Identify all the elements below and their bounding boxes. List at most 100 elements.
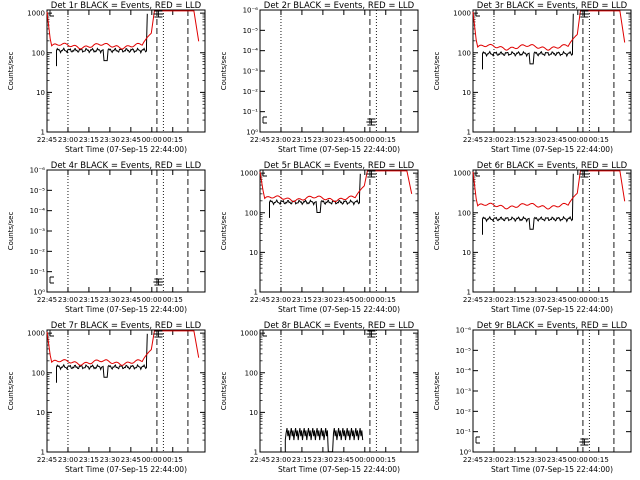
y-tick-label: 10⁰ — [246, 129, 258, 137]
panel-det-7r: Det 7r BLACK = Events, RED = LLD Counts/s… — [0, 320, 213, 480]
x-tick-label: 23:45 — [547, 456, 567, 464]
y-tick-label: 1 — [41, 449, 45, 457]
chart-title: Det 1r BLACK = Events, RED = LLD — [51, 1, 202, 11]
panel-det-2r: Det 2r BLACK = Events, RED = LLD Counts/s… — [213, 0, 426, 160]
x-tick-label: 22:45 — [463, 456, 483, 464]
plot-frame — [472, 9, 632, 133]
edge-glyph — [49, 9, 54, 17]
y-tick-label: 1 — [254, 289, 258, 297]
x-tick-label: 23:30 — [526, 456, 546, 464]
x-tick-label: 22:45 — [37, 136, 57, 144]
x-tick-label: 00:15 — [589, 136, 609, 144]
series-black — [269, 173, 361, 218]
x-axis-label: Start Time (07-Sep-15 22:44:00) — [65, 305, 187, 314]
y-tick-label: 1 — [467, 129, 471, 137]
y-tick-label: 10⁻⁶ — [30, 167, 46, 175]
chart-det-5r: Det 5r BLACK = Events, RED = LLD Counts/s… — [220, 161, 419, 314]
chart-det-3r: Det 3r BLACK = Events, RED = LLD Counts/s… — [433, 1, 632, 154]
error-bar-glyph — [579, 170, 590, 178]
chart-det-9r: Det 9r BLACK = Events, RED = LLD Counts/s… — [433, 321, 632, 474]
x-tick-label: 23:15 — [79, 296, 99, 304]
y-tick-label: 1000 — [453, 10, 471, 18]
panel-det-9r: Det 9r BLACK = Events, RED = LLD Counts/s… — [426, 320, 639, 480]
x-tick-label: 23:45 — [547, 296, 567, 304]
y-axis-label: Counts/sec — [220, 52, 228, 91]
x-tick-label: 23:45 — [121, 296, 141, 304]
chart-title: Det 8r BLACK = Events, RED = LLD — [264, 321, 415, 331]
x-tick-label: 23:30 — [526, 296, 546, 304]
x-tick-label: 00:00 — [142, 136, 162, 144]
y-tick-label: 100 — [32, 369, 45, 377]
y-tick-label: 100 — [245, 369, 258, 377]
x-tick-label: 00:00 — [142, 456, 162, 464]
series-black — [56, 13, 148, 67]
x-axis-label: Start Time (07-Sep-15 22:44:00) — [65, 145, 187, 154]
error-bar-glyph — [153, 10, 164, 18]
x-axis-label: Start Time (07-Sep-15 22:44:00) — [65, 465, 187, 474]
x-tick-label: 23:45 — [334, 456, 354, 464]
series-red — [46, 330, 200, 366]
y-axis-label: Counts/sec — [7, 372, 15, 411]
x-tick-label: 23:00 — [484, 136, 504, 144]
panel-det-1r: Det 1r BLACK = Events, RED = LLD Counts/s… — [0, 0, 213, 160]
x-tick-label: 23:00 — [484, 456, 504, 464]
x-tick-label: 23:00 — [58, 456, 78, 464]
x-tick-label: 23:00 — [484, 296, 504, 304]
chart-title: Det 2r BLACK = Events, RED = LLD — [264, 1, 415, 11]
x-tick-label: 23:45 — [121, 456, 141, 464]
y-tick-label: 10⁻⁴ — [30, 207, 46, 215]
chart-title: Det 7r BLACK = Events, RED = LLD — [51, 321, 202, 331]
x-tick-label: 23:15 — [505, 296, 525, 304]
plot-frame — [259, 9, 419, 133]
error-bar-glyph — [153, 278, 164, 286]
x-tick-label: 22:45 — [37, 456, 57, 464]
y-tick-label: 100 — [458, 209, 471, 217]
panel-det-8r: Det 8r BLACK = Events, RED = LLD Counts/s… — [213, 320, 426, 480]
y-tick-label: 10⁻³ — [243, 68, 259, 76]
chart-title: Det 6r BLACK = Events, RED = LLD — [477, 161, 628, 171]
chart-title: Det 5r BLACK = Events, RED = LLD — [264, 161, 415, 171]
x-axis-label: Start Time (07-Sep-15 22:44:00) — [491, 465, 613, 474]
x-tick-label: 23:00 — [271, 136, 291, 144]
error-bar-glyph — [366, 170, 377, 178]
plot-frame — [259, 329, 419, 453]
chart-title: Det 9r BLACK = Events, RED = LLD — [477, 321, 628, 331]
x-tick-label: 00:00 — [355, 296, 375, 304]
y-tick-label: 1 — [41, 129, 45, 137]
x-tick-label: 00:00 — [355, 136, 375, 144]
x-axis-label: Start Time (07-Sep-15 22:44:00) — [278, 465, 400, 474]
y-axis-label: Counts/sec — [433, 372, 441, 411]
y-tick-label: 10 — [462, 249, 471, 257]
y-tick-label: 1000 — [240, 330, 258, 338]
x-tick-label: 00:15 — [589, 456, 609, 464]
y-tick-label: 1000 — [27, 10, 45, 18]
x-tick-label: 00:15 — [376, 136, 396, 144]
y-tick-label: 10 — [36, 409, 45, 417]
x-tick-label: 23:00 — [271, 296, 291, 304]
chart-title: Det 3r BLACK = Events, RED = LLD — [477, 1, 628, 11]
y-tick-label: 10⁻¹ — [456, 428, 472, 436]
chart-det-8r: Det 8r BLACK = Events, RED = LLD Counts/s… — [220, 321, 419, 474]
y-tick-label: 10⁻² — [456, 408, 472, 416]
error-bar-glyph — [366, 118, 377, 126]
y-tick-label: 10⁻⁵ — [243, 27, 259, 35]
y-tick-label: 1 — [254, 449, 258, 457]
x-tick-label: 23:15 — [79, 456, 99, 464]
series-red — [472, 10, 626, 51]
error-bar-glyph — [366, 330, 377, 338]
edge-glyph — [262, 329, 267, 337]
x-tick-label: 23:15 — [505, 456, 525, 464]
x-axis-label: Start Time (07-Sep-15 22:44:00) — [491, 305, 613, 314]
chart-title: Det 4r BLACK = Events, RED = LLD — [51, 161, 202, 171]
x-axis-label: Start Time (07-Sep-15 22:44:00) — [278, 145, 400, 154]
x-tick-label: 23:15 — [79, 136, 99, 144]
x-tick-label: 23:00 — [58, 136, 78, 144]
y-tick-label: 10⁻³ — [456, 388, 472, 396]
y-tick-label: 10⁻⁵ — [456, 347, 472, 355]
chart-det-1r: Det 1r BLACK = Events, RED = LLD Counts/s… — [7, 1, 206, 154]
x-tick-label: 23:30 — [313, 296, 333, 304]
error-bar-glyph — [153, 330, 164, 338]
x-tick-label: 23:45 — [334, 296, 354, 304]
x-tick-label: 23:00 — [58, 296, 78, 304]
